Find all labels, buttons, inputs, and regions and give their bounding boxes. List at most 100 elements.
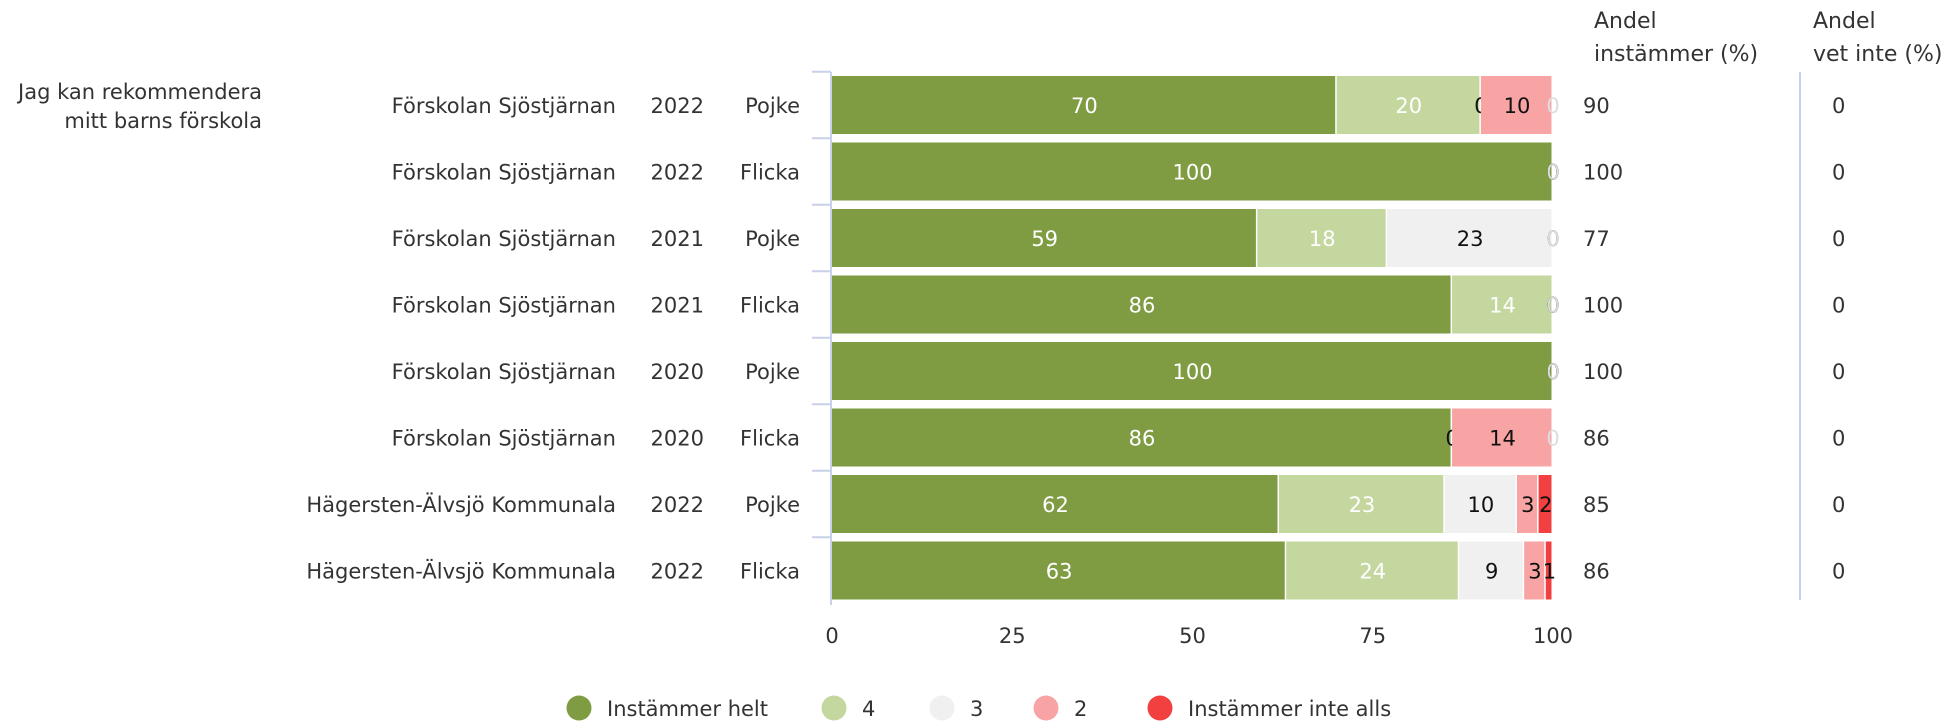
chart-row: Hägersten-Älvsjö Kommunala 2022 Pojke 62 23 1… <box>306 469 1845 533</box>
legend-label: 2 <box>1074 697 1087 721</box>
legend-label: Instämmer helt <box>607 697 768 721</box>
bar-value-label: 20 <box>1395 94 1422 118</box>
legend-label: 4 <box>862 697 875 721</box>
bar-value-label: 70 <box>1071 94 1098 118</box>
bar-value-label: 62 <box>1042 493 1069 517</box>
legend-item: Instämmer inte alls <box>1147 695 1391 721</box>
bar-segment <box>1444 475 1516 533</box>
row-unit-label: Hägersten-Älvsjö Kommunala <box>306 492 616 517</box>
vet-inte-value: 0 <box>1832 227 1845 251</box>
bar-value-label: 14 <box>1489 427 1516 451</box>
bar-value-label: 0 <box>1546 227 1559 251</box>
bar-value-label: 24 <box>1359 560 1386 584</box>
x-tick-label: 100 <box>1533 624 1573 648</box>
bar-segment <box>1279 475 1444 533</box>
chart-row: Förskolan Sjöstjärnan 2022 Pojke 70 20 0 10 0 90… <box>392 70 1845 134</box>
vet-inte-value: 0 <box>1832 427 1845 451</box>
row-year-label: 2020 <box>651 360 704 384</box>
row-unit-label: Förskolan Sjöstjärnan <box>392 94 616 118</box>
row-gender-label: Flicka <box>740 427 800 451</box>
andel-instammer-value: 77 <box>1583 227 1610 251</box>
bar-segment <box>1516 475 1538 533</box>
legend-swatch <box>929 695 955 721</box>
row-year-label: 2022 <box>651 161 704 185</box>
bar-segment <box>1452 408 1552 467</box>
question-line1: Jag kan rekommendera <box>16 80 262 104</box>
bar-value-label: 0 <box>1546 294 1559 318</box>
bar-value-label: 0 <box>1546 427 1559 451</box>
row-gender-label: Pojke <box>745 493 800 517</box>
bar-value-label: 86 <box>1129 294 1156 318</box>
row-gender-label: Pojke <box>745 360 800 384</box>
bar-segment <box>1538 475 1552 533</box>
row-gender-label: Flicka <box>740 560 800 584</box>
bar-segment <box>832 142 1552 201</box>
row-unit-label: Förskolan Sjöstjärnan <box>392 427 616 451</box>
row-year-label: 2022 <box>651 493 704 517</box>
header-andel-instammer-line1: Andel <box>1594 9 1657 34</box>
bar-value-label: 2 <box>1539 493 1552 517</box>
bar-value-label: 0 <box>1546 360 1559 384</box>
row-gender-label: Flicka <box>740 294 800 318</box>
bar-segment <box>832 209 1256 267</box>
bar-value-label: 18 <box>1309 227 1336 251</box>
bar-segment <box>832 408 1451 467</box>
bar-value-label: 0 <box>1546 360 1559 384</box>
vet-inte-value: 0 <box>1832 294 1845 318</box>
vet-inte-value: 0 <box>1832 493 1845 517</box>
bar-value-label: 0 <box>1546 360 1559 384</box>
bar-segment <box>1480 76 1552 134</box>
andel-instammer-value: 100 <box>1583 360 1623 384</box>
andel-instammer-value: 100 <box>1583 294 1623 318</box>
bar-value-label: 59 <box>1031 227 1058 251</box>
andel-instammer-value: 85 <box>1583 493 1610 517</box>
legend-item: 3 <box>929 695 983 721</box>
row-unit-label: Förskolan Sjöstjärnan <box>392 227 616 251</box>
bar-value-label: 0 <box>1546 360 1559 384</box>
x-tick-label: 25 <box>999 624 1026 648</box>
column-headers: Andel instämmer (%) Andel vet inte (%) <box>1594 9 1942 67</box>
question-line2: mitt barns förskola <box>64 109 262 133</box>
bar-value-label: 14 <box>1489 294 1516 318</box>
andel-instammer-value: 86 <box>1583 560 1610 584</box>
bar-value-label: 9 <box>1485 560 1498 584</box>
bar-segment <box>832 475 1278 533</box>
bar-value-label: 3 <box>1521 493 1534 517</box>
vet-inte-value: 0 <box>1832 360 1845 384</box>
chart-row: Förskolan Sjöstjärnan2020Flicka860014086… <box>392 403 1845 467</box>
chart-row: Förskolan Sjöstjärnan 2021 Flicka 86 14 000 10… <box>392 270 1845 334</box>
legend-item: 2 <box>1033 695 1087 721</box>
bar-segment <box>1257 209 1386 267</box>
bar-value-label: 86 <box>1129 427 1156 451</box>
row-year-label: 2021 <box>651 294 704 318</box>
vet-inte-value: 0 <box>1832 560 1845 584</box>
bar-value-label: 23 <box>1349 493 1376 517</box>
x-tick-label: 0 <box>825 624 838 648</box>
bar-segment <box>1459 541 1523 600</box>
row-year-label: 2022 <box>651 94 704 118</box>
row-year-label: 2021 <box>651 227 704 251</box>
x-tick-label: 50 <box>1179 624 1206 648</box>
bar-segment <box>832 342 1552 400</box>
vet-inte-value: 0 <box>1832 94 1845 118</box>
bar-value-label: 0 <box>1546 161 1559 185</box>
bar-value-label: 0 <box>1546 94 1559 118</box>
row-unit-label: Förskolan Sjöstjärnan <box>392 294 616 318</box>
header-vet-inte-line2: vet inte (%) <box>1813 42 1942 67</box>
vet-inte-value: 0 <box>1832 161 1845 185</box>
bar-value-label: 1 <box>1543 560 1556 584</box>
x-tick-label: 75 <box>1359 624 1386 648</box>
row-gender-label: Pojke <box>745 94 800 118</box>
bar-value-label: 10 <box>1504 94 1531 118</box>
bar-segment <box>832 76 1336 134</box>
legend: Instämmer helt 4 3 2 Instämmer inte alls <box>566 695 1391 721</box>
andel-instammer-value: 90 <box>1583 94 1610 118</box>
row-year-label: 2022 <box>651 560 704 584</box>
andel-instammer-value: 100 <box>1583 161 1623 185</box>
chart-row: Hägersten-Älvsjö Kommunala 2022 Flicka 63 24… <box>306 536 1845 600</box>
row-unit-label: Förskolan Sjöstjärnan <box>392 360 616 384</box>
legend-swatch <box>821 695 847 721</box>
x-axis-ticks: 0 25 50 75 100 <box>825 624 1573 648</box>
